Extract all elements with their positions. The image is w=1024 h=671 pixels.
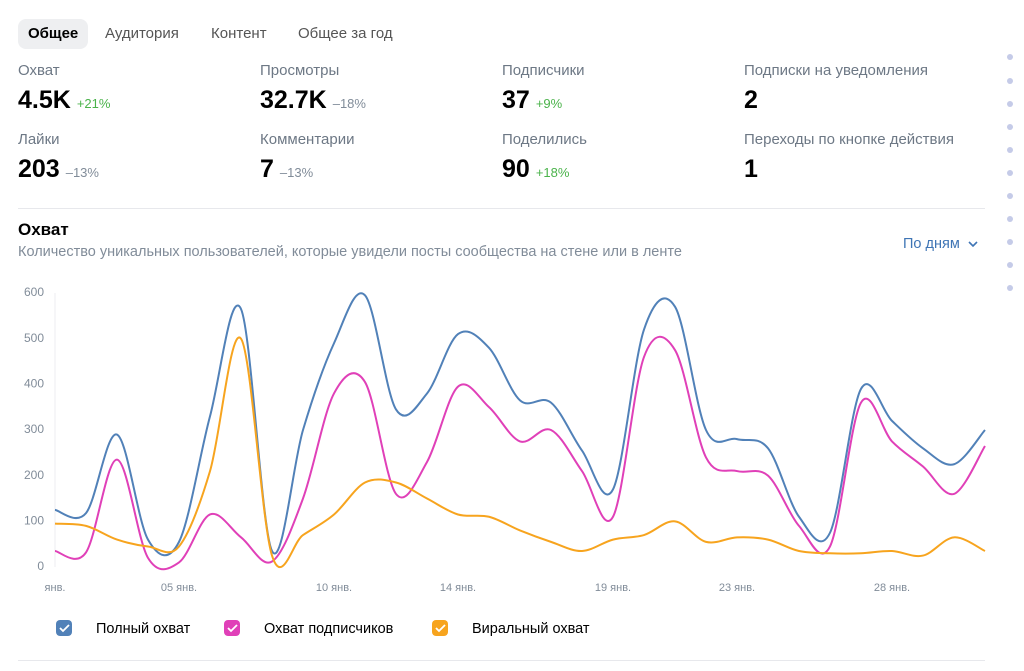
stat-value-row: 32.7K –18% [260, 86, 366, 115]
series-line [54, 292, 986, 557]
stat-change: –18% [332, 96, 366, 111]
period-label: По дням [903, 236, 960, 252]
chevron [968, 241, 978, 248]
y-tick-label: 0 [37, 559, 44, 573]
stat-label: Переходы по кнопке действия [744, 131, 955, 148]
x-tick-label: 14 янв. [440, 582, 476, 594]
stat-label: Подписки на уведомления [744, 62, 929, 79]
stat-value-row: 37 +9% [502, 86, 562, 115]
scroll-dots [1007, 54, 1013, 291]
stat-value-row: 7 –13% [260, 155, 313, 184]
stat-label: Подписчики [502, 62, 585, 79]
x-tick-label: 05 янв. [161, 582, 197, 594]
legend-checkbox [432, 620, 448, 636]
tab[interactable]: Общее [18, 19, 89, 49]
stat-value: 7 [260, 155, 274, 183]
x-tick-label: янв. [45, 582, 66, 594]
y-tick-label: 100 [24, 514, 44, 528]
stat-change: +9% [535, 96, 563, 111]
stat-value: 1 [744, 155, 758, 183]
series-line [54, 336, 986, 568]
chart-title: Охват [18, 220, 69, 239]
stat-value: 4.5K [18, 86, 71, 114]
period-select[interactable]: По дням [903, 236, 978, 252]
stat-value-row: 2 [744, 86, 758, 115]
legend-label: Виральный охват [472, 621, 590, 637]
legend-item[interactable]: Полный охват [56, 620, 191, 637]
x-tick-label: 10 янв. [316, 582, 352, 594]
y-tick-label: 200 [24, 468, 44, 482]
x-tick-label: 19 янв. [595, 582, 631, 594]
tab[interactable]: Контент [211, 25, 267, 42]
stat-change: –13% [279, 165, 314, 180]
check-icon [435, 624, 446, 633]
stat-value: 90 [502, 155, 530, 183]
chart-subtitle: Количество уникальных пользователей, кот… [18, 244, 682, 260]
stat-value: 203 [18, 155, 60, 183]
tab[interactable]: Общее за год [298, 25, 393, 42]
legend-checkbox [224, 620, 240, 636]
check-icon [59, 624, 70, 633]
stat-value-row: 90 +18% [502, 155, 569, 184]
legend-checkbox [56, 620, 72, 636]
tab[interactable]: Аудитория [105, 25, 179, 42]
stat-label: Поделились [502, 131, 587, 148]
stat-value: 2 [744, 86, 758, 114]
legend-label: Полный охват [96, 621, 191, 637]
stat-label: Комментарии [260, 131, 355, 148]
stat-value-row: 1 [744, 155, 758, 184]
legend-item[interactable]: Охват подписчиков [224, 620, 394, 637]
x-tick-label: 23 янв. [719, 582, 755, 594]
series-line [54, 335, 986, 571]
y-tick-label: 400 [24, 377, 44, 391]
stat-label: Просмотры [260, 62, 340, 79]
stat-change: –13% [65, 165, 99, 180]
y-tick-label: 500 [24, 331, 44, 345]
stat-value: 37 [502, 86, 530, 114]
stat-change: +18% [535, 165, 570, 180]
stat-label: Лайки [18, 131, 60, 148]
stat-value-row: 203 –13% [18, 155, 99, 184]
divider [18, 208, 985, 209]
stat-value: 32.7K [260, 86, 327, 114]
stat-value-row: 4.5K +21% [18, 86, 110, 115]
stat-change: +21% [76, 96, 111, 111]
check-icon [227, 624, 238, 633]
legend-label: Охват подписчиков [264, 621, 394, 637]
y-tick-label: 600 [24, 285, 44, 299]
legend-item[interactable]: Виральный охват [432, 620, 590, 637]
y-tick-label: 300 [24, 422, 44, 436]
stat-label: Охват [18, 62, 60, 79]
x-tick-label: 28 янв. [874, 582, 910, 594]
divider [18, 660, 985, 661]
